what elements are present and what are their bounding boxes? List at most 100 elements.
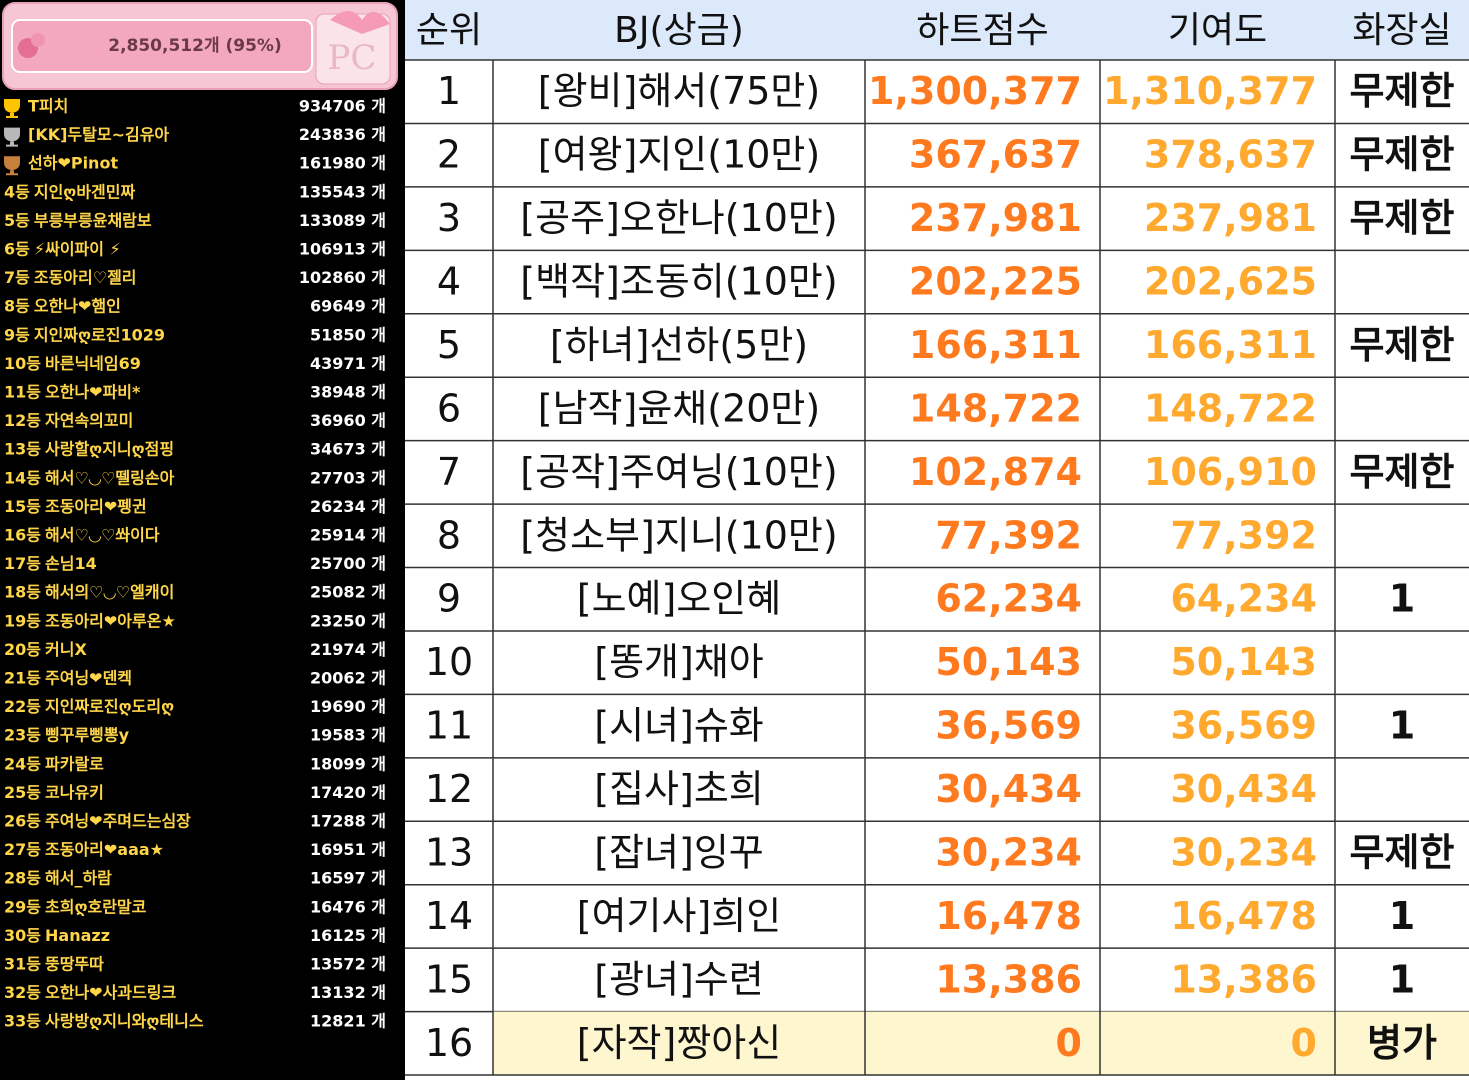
heart-count: 21974 개 [310,640,386,659]
rank-label: 13등 [4,440,41,459]
bj-name: [하녀]선하(5만) [550,323,808,367]
heart-count: 106913 개 [299,240,386,259]
user-name: 부릉부릉윤채람보 [34,211,152,230]
toilet: 1 [1389,894,1415,938]
highlight-row [493,1011,1469,1075]
contribution: 64,234 [1170,577,1317,621]
rank: 8 [437,513,461,557]
user-name: 오한나❤햄인 [34,297,121,316]
rank-label: 11등 [4,383,41,402]
user-name: 뚱땅뚜따 [45,955,104,974]
heart-count: 18099 개 [310,754,386,773]
rank-label: 23등 [4,726,41,745]
contribution: 1,310,377 [1103,69,1317,113]
heart-count: 16951 개 [310,840,386,859]
rank-label: 5등 [4,211,30,230]
bj-name: [똥개]채아 [594,640,764,684]
rank-label: 10등 [4,354,41,373]
bj-name: [여기사]희인 [577,894,781,938]
toilet: 무제한 [1350,196,1455,240]
contribution: 36,569 [1170,704,1317,748]
heart-count: 135543 개 [299,182,386,201]
contribution: 202,625 [1144,260,1317,304]
rank: 7 [437,450,461,494]
heart-count: 243836 개 [299,125,386,144]
user-name: 사랑할ღ지니ღ점핑 [45,440,174,459]
leaderboard: T피치 934706 개 [KK]두탈모~김유아 243836 개선하❤Pinot 16… [4,97,386,1031]
user-name: [KK]두탈모~김유아 [28,125,169,144]
rank-label: 26등 [4,812,41,831]
toilet: 1 [1389,957,1415,1001]
column-header: 하트점수 [916,10,1048,51]
toilet: 병가 [1367,1021,1437,1065]
rank-label: 30등 [4,926,41,945]
user-name: 해서♡◡♡뗄링손아 [45,468,175,487]
heart-count: 25914 개 [310,526,386,545]
rank: 14 [425,894,473,938]
progress-bar [11,19,313,73]
rank: 15 [425,957,473,1001]
toilet: 무제한 [1350,830,1455,874]
rank: 2 [437,133,461,177]
heart-count: 20062 개 [310,669,386,688]
heart-count: 69649 개 [310,297,386,316]
heart-score: 237,981 [909,196,1082,240]
user-name: ⚡싸이파이 ⚡ [34,240,121,259]
header-bg [405,0,1469,60]
heart-score: 30,434 [935,767,1082,811]
user-name: T피치 [28,97,68,116]
rank: 6 [437,386,461,430]
rank-label: 6등 [4,240,30,259]
heart-count: 26234 개 [310,497,386,516]
trophy-icon [4,99,20,118]
heart-count: 16476 개 [310,897,386,916]
user-name: 조동아리❤펭귄 [45,497,147,516]
user-name: 지인ღ바겐민짜 [34,182,136,201]
toilet: 무제한 [1350,323,1455,367]
user-name: 파카랄로 [45,754,104,773]
heart-count: 19583 개 [310,726,386,745]
contribution: 237,981 [1144,196,1317,240]
progress-widget: 2,850,512개 (95%) PC [2,2,398,90]
user-name: 코나유키 [45,783,104,802]
rank-label: 33등 [4,1012,41,1031]
heart-score: 202,225 [909,260,1082,304]
heart-score: 16,478 [935,894,1082,938]
rank-label: 29등 [4,897,41,916]
heart-score: 148,722 [909,386,1082,430]
logo-mark: PC [328,38,377,78]
rank-label: 9등 [4,325,30,344]
heart-score: 62,234 [935,577,1082,621]
heart-count: 38948 개 [310,383,386,402]
rank: 13 [425,830,473,874]
user-name: 선하❤Pinot [28,154,118,173]
heart-score: 367,637 [909,133,1082,177]
heart-score: 36,569 [935,704,1082,748]
column-header: 화장실 [1352,10,1451,51]
user-name: 오한나❤파비* [45,383,141,402]
heart-count: 13572 개 [310,955,386,974]
user-name: 오한나❤사과드링크 [45,983,176,1002]
rank-label: 16등 [4,526,41,545]
rank-label: 7등 [4,268,30,287]
heart-score: 102,874 [909,450,1082,494]
heart-score: 166,311 [909,323,1082,367]
heart-count: 102860 개 [299,268,386,287]
toilet: 무제한 [1350,133,1455,177]
rank: 3 [437,196,461,240]
contribution: 77,392 [1170,513,1317,557]
user-name: 삥꾸루삥뽕y [45,726,130,745]
rank-label: 14등 [4,468,41,487]
contribution: 30,234 [1170,830,1317,874]
rank-label: 8등 [4,297,30,316]
user-name: 조동아리♡젤리 [34,268,137,287]
contribution: 0 [1291,1021,1317,1065]
user-name: Hanazz [45,926,110,945]
user-name: 조동아리❤아루온★ [45,611,176,630]
trophy-icon [4,156,20,176]
rank-label: 28등 [4,869,41,888]
bj-name: [남작]윤채(20만) [538,386,820,430]
heart-count: 934706 개 [299,97,386,116]
heart-count: 16597 개 [310,869,386,888]
